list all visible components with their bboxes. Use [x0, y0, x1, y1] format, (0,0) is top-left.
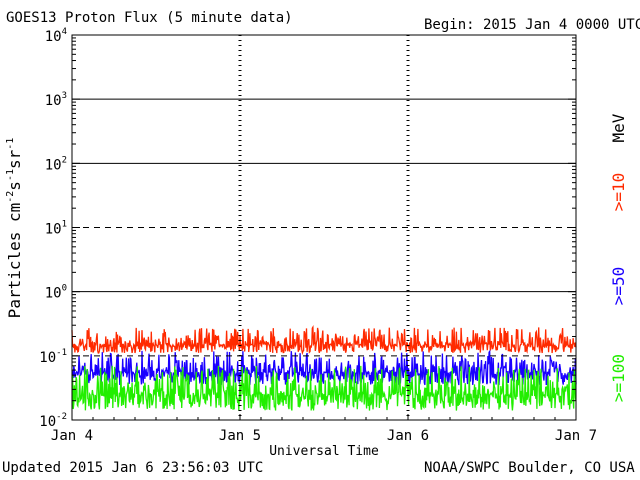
y-tick-label-6: 10-2	[39, 412, 67, 430]
credit: NOAA/SWPC Boulder, CO USA	[424, 460, 635, 476]
ylabel-mid2: sr	[5, 149, 24, 169]
y-tick-label-0: 104	[45, 27, 67, 45]
legend-label-2: >=100	[609, 354, 628, 402]
plot-frame	[71, 34, 577, 421]
y-tick-label-3: 101	[45, 220, 67, 238]
legend-label-1: >=50	[609, 267, 628, 306]
begin-time: Begin: 2015 Jan 4 0000 UTC	[424, 17, 640, 33]
y-tick-label-5: 10-1	[39, 348, 67, 366]
ylabel-sup3: -1	[5, 138, 16, 150]
y-tick-label-1: 103	[45, 91, 67, 109]
chart-title: GOES13 Proton Flux (5 minute data)	[6, 10, 293, 26]
ylabel-sup1: -2	[5, 191, 16, 203]
x-tick-label-3: Jan 7	[555, 428, 597, 444]
y-axis-label: Particles cm-2s-1sr-1	[5, 138, 24, 319]
x-axis-label: Universal Time	[269, 444, 379, 459]
ylabel-mid1: s	[5, 181, 24, 191]
legend-label-0: >=10	[609, 173, 628, 212]
x-tick-label-0: Jan 4	[51, 428, 93, 444]
y-tick-label-4: 100	[45, 284, 67, 302]
series-line-0	[71, 324, 577, 356]
x-tick-label-2: Jan 6	[387, 428, 429, 444]
series-line-1	[71, 349, 577, 386]
ylabel-main: Particles cm	[5, 203, 24, 319]
legend-unit: MeV	[609, 113, 628, 142]
updated-time: Updated 2015 Jan 6 23:56:03 UTC	[2, 460, 264, 476]
x-tick-label-1: Jan 5	[219, 428, 261, 444]
y-tick-label-2: 102	[45, 155, 67, 173]
series-line-2	[71, 365, 577, 411]
ylabel-sup2: -1	[5, 169, 16, 181]
svg-text:Particles cm-2s-1sr-1: Particles cm-2s-1sr-1	[5, 138, 24, 319]
